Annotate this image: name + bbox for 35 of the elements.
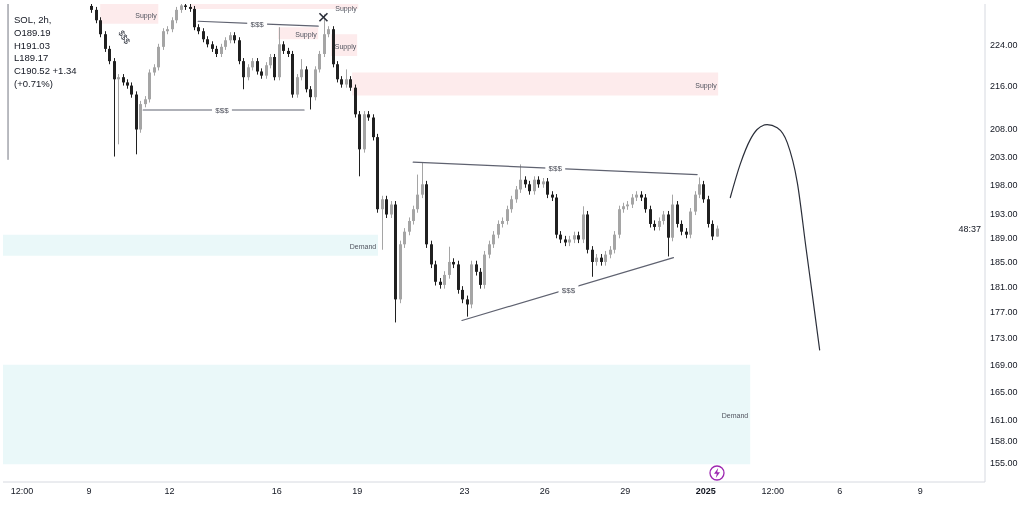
x-tick-label: 12:00 xyxy=(10,486,34,497)
y-tick-label: 193.00 xyxy=(990,209,1018,220)
x-tick-label: 2025 xyxy=(695,486,716,497)
x-tick-label: 23 xyxy=(459,486,470,497)
x-tick-label: 9 xyxy=(86,486,92,497)
y-tick-label: 169.00 xyxy=(990,359,1018,370)
y-tick-label: 161.00 xyxy=(990,414,1018,425)
annotation: $$$ xyxy=(250,20,265,30)
x-tick-label: 12 xyxy=(164,486,175,497)
y-tick-label: 208.00 xyxy=(990,124,1018,135)
x-tick-label: 9 xyxy=(917,486,923,497)
annotation: $$$ xyxy=(116,28,133,46)
y-tick-label: 181.00 xyxy=(990,281,1018,292)
text: SOL, 2h, O189.19 H191.03 L189.17 C190.52 +1.34 (+0.71%) xyxy=(14,14,78,91)
annotation: $$$ xyxy=(548,164,563,174)
y-tick-label: 189.00 xyxy=(990,232,1018,243)
y-tick-label: 185.00 xyxy=(990,257,1018,268)
annotation: $$$ xyxy=(561,285,576,295)
x-tick-label: 12:00 xyxy=(761,486,784,497)
y-tick-label: 177.00 xyxy=(990,307,1018,318)
y-tick-label: 155.00 xyxy=(990,457,1018,468)
x-tick-label: 6 xyxy=(837,486,843,497)
x-tick-label: 19 xyxy=(352,486,363,497)
y-tick-label: 173.00 xyxy=(990,333,1018,344)
y-tick-label: 203.00 xyxy=(990,151,1018,162)
y-tick-label: 198.00 xyxy=(990,180,1018,191)
y-tick-label: 158.00 xyxy=(990,436,1018,447)
annotation: 48:37 xyxy=(958,223,981,234)
annotation: $$$ xyxy=(215,105,230,115)
x-tick-label: 29 xyxy=(620,486,631,497)
y-tick-label: 216.00 xyxy=(990,81,1018,92)
y-tick-label: 165.00 xyxy=(990,387,1018,398)
x-tick-label: 26 xyxy=(539,486,550,497)
y-tick-label: 224.00 xyxy=(990,40,1018,51)
x-tick-label: 16 xyxy=(271,486,282,497)
